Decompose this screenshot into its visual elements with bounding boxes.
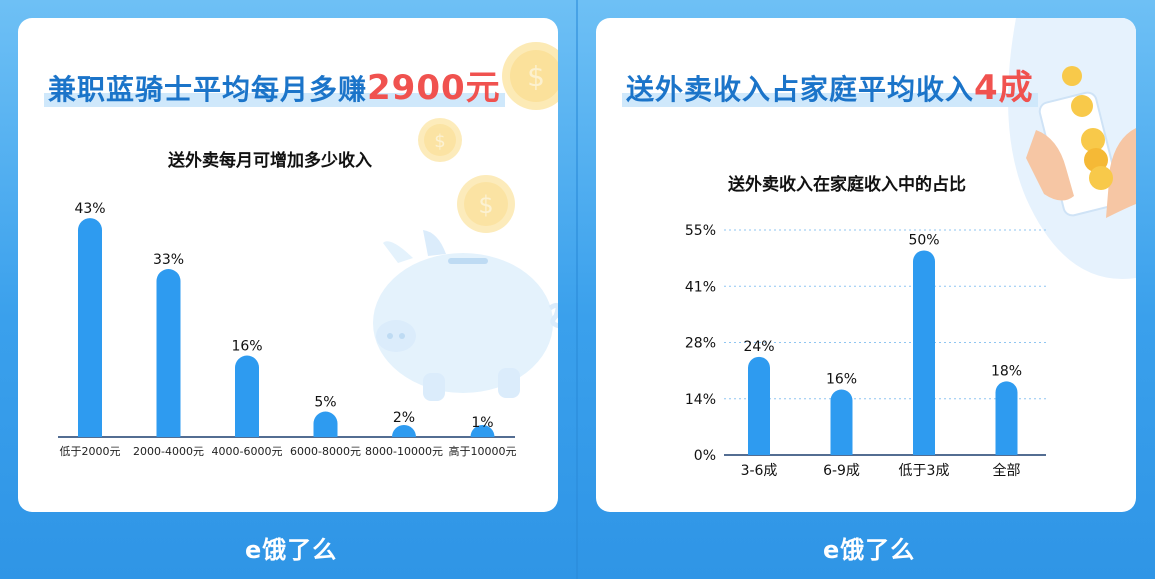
left-decoration: $ $ $ xyxy=(373,42,558,401)
x-tick-label: 高于10000元 xyxy=(449,444,517,458)
bar xyxy=(995,381,1018,455)
bar xyxy=(748,356,770,455)
left-headline-accent: 2900元 xyxy=(367,68,501,108)
y-tick-label: 0% xyxy=(694,448,716,464)
data-label: 5% xyxy=(314,395,336,411)
y-tick-label: 28% xyxy=(685,336,716,352)
bar xyxy=(470,425,495,437)
right-bar-chart: 0% 14% 28% 41% 55% 24% 3-6成 16% 6-9成 50% 低于3成 18% 全部 xyxy=(685,223,1046,479)
svg-text:$: $ xyxy=(527,60,545,93)
panel-divider xyxy=(576,0,578,579)
bar xyxy=(830,389,853,455)
eleme-logo: e饿了么 xyxy=(245,536,338,564)
bar xyxy=(235,355,259,437)
right-panel: 送外卖收入占家庭平均收入4成 送外卖收入在家庭收入中的占比 0% 14% 28% 41… xyxy=(596,18,1136,512)
data-label: 50% xyxy=(908,232,939,248)
right-chart-title: 送外卖收入在家庭收入中的占比 xyxy=(728,175,966,195)
left-bar-chart: 43% 低于2000元 33% 2000-4000元 16% 4000-6000元 5% 60… xyxy=(58,201,517,458)
bar xyxy=(392,425,416,437)
y-tick-label: 41% xyxy=(685,279,716,295)
x-tick-label: 4000-6000元 xyxy=(212,445,283,458)
coin-icon: $ xyxy=(418,118,462,162)
data-label: 2% xyxy=(393,410,415,426)
data-label: 24% xyxy=(743,339,774,355)
left-headline: 兼职蓝骑士平均每月多赚2900元 xyxy=(44,60,505,109)
coin-icon: $ xyxy=(502,42,558,110)
right-decoration xyxy=(1008,18,1136,279)
coin-icon: $ xyxy=(457,175,515,233)
x-tick-label: 低于3成 xyxy=(899,463,950,479)
x-tick-label: 全部 xyxy=(993,462,1021,479)
data-label: 18% xyxy=(991,363,1022,379)
bar xyxy=(156,269,181,437)
bar xyxy=(313,411,338,437)
piggy-bank-icon xyxy=(373,230,558,401)
right-headline-accent: 4成 xyxy=(974,68,1034,108)
right-headline: 送外卖收入占家庭平均收入4成 xyxy=(622,60,1038,109)
eleme-logo: e饿了么 xyxy=(823,536,916,564)
svg-text:$: $ xyxy=(478,191,493,219)
data-label: 33% xyxy=(153,252,184,268)
x-tick-label: 6000-8000元 xyxy=(290,445,361,458)
x-tick-label: 8000-10000元 xyxy=(365,445,443,458)
bar xyxy=(913,250,935,455)
data-label: 16% xyxy=(231,339,262,355)
x-tick-label: 6-9成 xyxy=(823,463,860,479)
data-label: 43% xyxy=(74,201,105,217)
left-panel: 兼职蓝骑士平均每月多赚2900元 送外卖每月可增加多少收入 $ $ $ xyxy=(18,18,558,512)
y-tick-label: 14% xyxy=(685,392,716,408)
left-headline-prefix: 兼职蓝骑士平均每月多赚 xyxy=(48,73,368,106)
data-label: 16% xyxy=(826,372,857,388)
svg-text:$: $ xyxy=(434,131,445,152)
data-label: 1% xyxy=(471,415,493,431)
left-chart-title: 送外卖每月可增加多少收入 xyxy=(168,151,372,171)
x-tick-label: 3-6成 xyxy=(741,463,778,479)
right-headline-prefix: 送外卖收入占家庭平均收入 xyxy=(626,73,975,106)
x-tick-label: 2000-4000元 xyxy=(133,445,204,458)
bar xyxy=(78,218,102,437)
x-tick-label: 低于2000元 xyxy=(60,445,121,458)
y-tick-label: 55% xyxy=(685,223,716,239)
phone-hand-icon xyxy=(1026,66,1136,218)
